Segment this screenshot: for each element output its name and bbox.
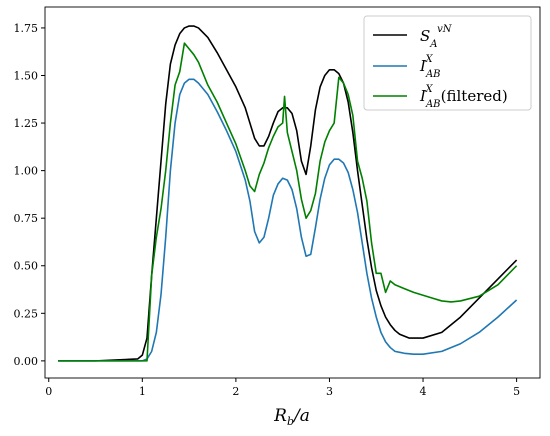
plot-frame	[44, 6, 541, 379]
y-tick-label: 1.50	[14, 69, 39, 82]
x-tick-label: 0	[45, 385, 52, 398]
legend-label-iab: IABX	[419, 54, 441, 80]
ticks-layer: 0 1 2 3 4 5 0.00 0.25 0.50 0.75 1.00 1.25 1.50 1.75	[14, 22, 521, 398]
series-layer	[58, 25, 518, 362]
series-line-iab-filtered	[58, 42, 518, 362]
legend-label-iab-filtered: IABX (filtered)	[419, 84, 508, 110]
y-tick-label: 0.75	[14, 212, 39, 225]
legend: SAvN IABX IABX (filtered)	[363, 15, 532, 111]
y-tick-label: 1.25	[14, 117, 39, 130]
x-tick-label: 1	[139, 385, 146, 398]
y-tick-label: 1.00	[14, 165, 39, 178]
legend-label-svn: SAvN	[420, 24, 453, 50]
x-axis-label: Rb/a	[273, 406, 310, 428]
y-tick-label: 1.75	[14, 22, 39, 35]
x-tick-label: 4	[420, 385, 427, 398]
legend-box	[363, 15, 532, 111]
series-line-svn	[58, 25, 518, 362]
x-tick-label: 3	[326, 385, 333, 398]
x-tick-label: 2	[232, 385, 239, 398]
y-tick-label: 0.50	[14, 260, 39, 273]
y-tick-label: 0.25	[14, 307, 39, 320]
y-tick-label: 0.00	[14, 355, 39, 368]
x-tick-label: 5	[513, 385, 520, 398]
series-line-iab	[58, 78, 518, 362]
